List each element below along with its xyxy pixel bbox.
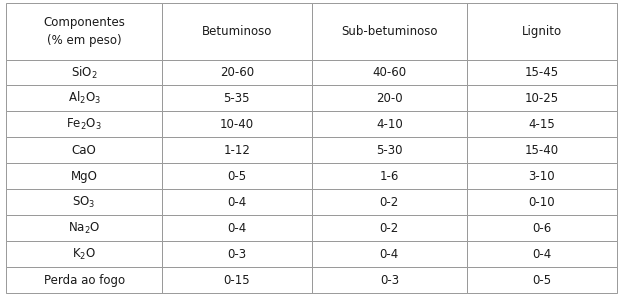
Bar	[467, 189, 617, 215]
Bar	[312, 3, 467, 59]
Bar	[6, 86, 162, 111]
Bar	[467, 163, 617, 189]
Bar	[6, 215, 162, 241]
Text: Na$_2$O: Na$_2$O	[68, 221, 100, 236]
Text: 0-2: 0-2	[380, 222, 399, 235]
Text: 0-15: 0-15	[224, 274, 250, 287]
Text: 15-45: 15-45	[525, 66, 559, 79]
Text: Sub-betuminoso: Sub-betuminoso	[341, 25, 437, 38]
Bar	[312, 111, 467, 137]
Text: 4-15: 4-15	[528, 118, 555, 131]
Text: 0-4: 0-4	[533, 248, 551, 260]
Bar	[467, 215, 617, 241]
Bar	[6, 111, 162, 137]
Bar	[467, 59, 617, 86]
Text: 15-40: 15-40	[525, 144, 559, 157]
Bar	[6, 241, 162, 267]
Text: 0-5: 0-5	[533, 274, 551, 287]
Text: 5-35: 5-35	[224, 92, 250, 105]
Text: CaO: CaO	[72, 144, 97, 157]
Bar	[6, 163, 162, 189]
Text: 3-10: 3-10	[529, 170, 555, 183]
Text: 20-60: 20-60	[220, 66, 254, 79]
Text: Betuminoso: Betuminoso	[201, 25, 272, 38]
Text: 0-6: 0-6	[533, 222, 551, 235]
Text: 0-10: 0-10	[529, 196, 555, 209]
Text: 0-4: 0-4	[380, 248, 399, 260]
Bar	[162, 86, 312, 111]
Bar	[467, 86, 617, 111]
Bar	[162, 189, 312, 215]
Text: Perda ao fogo: Perda ao fogo	[44, 274, 125, 287]
Bar	[162, 267, 312, 293]
Bar	[162, 241, 312, 267]
Text: 0-5: 0-5	[227, 170, 246, 183]
Text: SiO$_2$: SiO$_2$	[71, 65, 97, 81]
Text: 10-40: 10-40	[220, 118, 254, 131]
Bar	[467, 241, 617, 267]
Bar	[312, 86, 467, 111]
Bar	[312, 163, 467, 189]
Bar	[312, 215, 467, 241]
Bar	[312, 59, 467, 86]
Bar	[312, 189, 467, 215]
Text: 0-4: 0-4	[227, 222, 246, 235]
Bar	[467, 3, 617, 59]
Text: 0-3: 0-3	[380, 274, 399, 287]
Text: 0-2: 0-2	[380, 196, 399, 209]
Bar	[6, 137, 162, 163]
Text: Lignito: Lignito	[522, 25, 562, 38]
Text: 40-60: 40-60	[373, 66, 406, 79]
Text: K$_2$O: K$_2$O	[72, 247, 96, 262]
Bar	[6, 267, 162, 293]
Text: 4-10: 4-10	[376, 118, 402, 131]
Text: 20-0: 20-0	[376, 92, 402, 105]
Text: Fe$_2$O$_3$: Fe$_2$O$_3$	[66, 117, 102, 132]
Bar	[312, 241, 467, 267]
Bar	[6, 3, 162, 59]
Bar	[312, 137, 467, 163]
Text: 0-4: 0-4	[227, 196, 246, 209]
Bar	[162, 59, 312, 86]
Bar	[162, 163, 312, 189]
Text: 10-25: 10-25	[525, 92, 559, 105]
Bar	[312, 267, 467, 293]
Text: 5-30: 5-30	[376, 144, 402, 157]
Bar	[6, 59, 162, 86]
Bar	[162, 137, 312, 163]
Bar	[162, 215, 312, 241]
Text: SO$_3$: SO$_3$	[72, 195, 96, 210]
Text: MgO: MgO	[70, 170, 98, 183]
Text: 1-12: 1-12	[223, 144, 250, 157]
Text: 0-3: 0-3	[227, 248, 246, 260]
Bar	[467, 111, 617, 137]
Bar	[467, 137, 617, 163]
Bar	[162, 111, 312, 137]
Text: Componentes
(% em peso): Componentes (% em peso)	[43, 16, 125, 47]
Bar	[6, 189, 162, 215]
Text: Al$_2$O$_3$: Al$_2$O$_3$	[68, 90, 100, 107]
Bar	[467, 267, 617, 293]
Bar	[162, 3, 312, 59]
Text: 1-6: 1-6	[379, 170, 399, 183]
